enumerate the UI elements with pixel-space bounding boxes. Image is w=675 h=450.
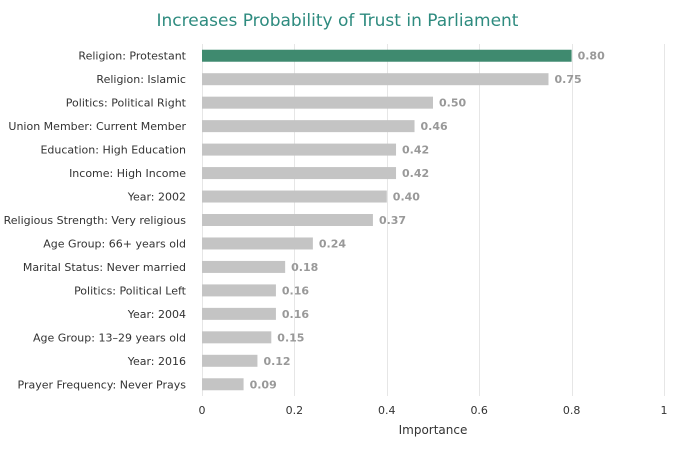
value-label: 0.42 xyxy=(402,167,429,180)
bar xyxy=(202,190,387,203)
bar xyxy=(202,237,313,250)
category-label: Prayer Frequency: Never Prays xyxy=(18,378,187,391)
category-label: Education: High Education xyxy=(40,144,186,157)
category-label: Age Group: 66+ years old xyxy=(43,237,186,250)
value-label: 0.80 xyxy=(578,50,605,63)
x-tick-label: 0.8 xyxy=(563,404,581,417)
category-label: Year: 2016 xyxy=(127,355,186,368)
bar xyxy=(202,307,276,320)
category-labels: Religion: Protestant Religion: Islamic Pol… xyxy=(4,50,187,392)
x-tick-label: 0.2 xyxy=(286,404,304,417)
bar xyxy=(202,143,397,156)
value-label: 0.16 xyxy=(282,308,309,321)
bar xyxy=(202,354,258,367)
x-tick-label: 0 xyxy=(199,404,206,417)
category-label: Marital Status: Never married xyxy=(23,261,186,274)
bar xyxy=(202,73,549,86)
x-tick-labels: 0 0.2 0.4 0.6 0.8 1 xyxy=(199,404,668,417)
bar xyxy=(202,167,397,180)
value-label: 0.37 xyxy=(379,214,406,227)
x-tick-label: 0.4 xyxy=(378,404,396,417)
value-label: 0.15 xyxy=(277,331,304,344)
category-label: Politics: Political Right xyxy=(66,97,187,110)
value-label: 0.42 xyxy=(402,144,429,157)
category-label: Religious Strength: Very religious xyxy=(4,214,187,227)
category-label: Age Group: 13–29 years old xyxy=(33,331,186,344)
bar xyxy=(202,284,276,297)
bar xyxy=(202,378,244,391)
category-label: Year: 2002 xyxy=(127,191,186,204)
category-label: Income: High Income xyxy=(69,167,186,180)
value-label: 0.12 xyxy=(263,355,290,368)
value-label: 0.46 xyxy=(421,120,448,133)
value-label: 0.24 xyxy=(319,237,346,250)
category-label: Religion: Islamic xyxy=(96,73,186,86)
value-label: 0.75 xyxy=(555,73,582,86)
value-label: 0.50 xyxy=(439,97,466,110)
bar xyxy=(202,96,433,109)
x-tick-label: 1 xyxy=(661,404,668,417)
value-label: 0.09 xyxy=(250,378,277,391)
bar xyxy=(202,331,272,344)
bar xyxy=(202,49,572,62)
value-label: 0.16 xyxy=(282,284,309,297)
bar xyxy=(202,260,286,273)
value-label: 0.40 xyxy=(393,191,420,204)
bars xyxy=(202,49,572,391)
category-label: Year: 2004 xyxy=(127,308,186,321)
bar xyxy=(202,120,415,133)
category-label: Politics: Political Left xyxy=(74,284,187,297)
chart-title: Increases Probability of Trust in Parlia… xyxy=(157,11,519,31)
value-label: 0.18 xyxy=(291,261,318,274)
x-tick-label: 0.6 xyxy=(470,404,488,417)
value-labels: 0.80 0.75 0.50 0.46 0.42 0.42 0.40 0.37 0.240.18… xyxy=(250,50,606,392)
bar xyxy=(202,214,373,226)
category-label: Religion: Protestant xyxy=(78,50,186,63)
category-label: Union Member: Current Member xyxy=(8,120,186,133)
x-axis-title: Importance xyxy=(399,423,468,437)
